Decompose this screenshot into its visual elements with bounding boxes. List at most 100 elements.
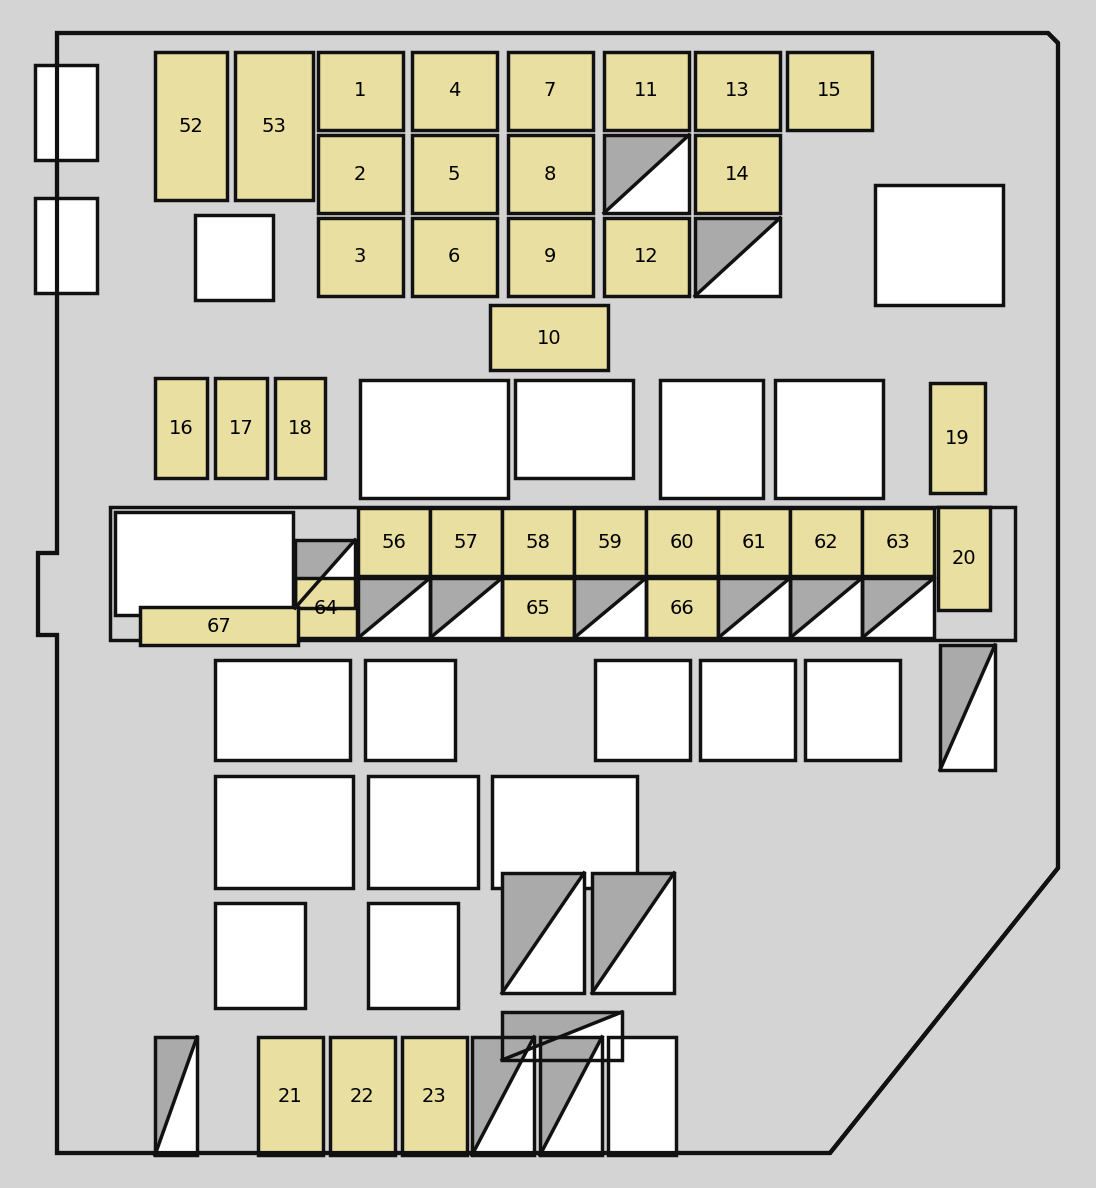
Bar bbox=[155, 378, 207, 478]
Text: 14: 14 bbox=[724, 164, 750, 183]
Polygon shape bbox=[295, 541, 355, 608]
Text: 21: 21 bbox=[277, 1087, 302, 1106]
Bar bbox=[318, 219, 403, 296]
Polygon shape bbox=[718, 579, 790, 638]
Polygon shape bbox=[540, 1037, 602, 1155]
Polygon shape bbox=[38, 33, 1058, 1154]
Text: 17: 17 bbox=[229, 418, 253, 437]
Polygon shape bbox=[940, 645, 995, 770]
Bar bbox=[330, 1037, 395, 1155]
Polygon shape bbox=[695, 219, 780, 296]
Text: 62: 62 bbox=[813, 532, 838, 551]
Bar bbox=[195, 215, 273, 301]
Text: 59: 59 bbox=[597, 532, 623, 551]
Bar bbox=[215, 776, 353, 887]
Bar bbox=[646, 579, 718, 638]
Bar bbox=[502, 873, 584, 993]
Polygon shape bbox=[574, 579, 646, 638]
Polygon shape bbox=[430, 579, 502, 638]
Bar bbox=[608, 1037, 676, 1155]
Bar bbox=[275, 378, 326, 478]
Bar bbox=[940, 645, 995, 770]
Bar bbox=[540, 1037, 602, 1155]
Bar bbox=[515, 380, 633, 478]
Bar bbox=[695, 52, 780, 129]
Text: 22: 22 bbox=[350, 1087, 375, 1106]
Text: 3: 3 bbox=[354, 247, 366, 266]
Polygon shape bbox=[592, 873, 674, 993]
Bar bbox=[787, 52, 872, 129]
Bar bbox=[402, 1037, 467, 1155]
Bar bbox=[604, 52, 689, 129]
Polygon shape bbox=[358, 579, 430, 638]
Polygon shape bbox=[790, 579, 861, 638]
Bar bbox=[861, 579, 934, 638]
Polygon shape bbox=[358, 579, 430, 638]
Text: 63: 63 bbox=[886, 532, 911, 551]
Bar bbox=[295, 579, 357, 638]
Bar bbox=[604, 135, 689, 213]
Bar bbox=[412, 219, 496, 296]
Bar bbox=[155, 52, 227, 200]
Bar bbox=[155, 1037, 197, 1155]
Polygon shape bbox=[604, 135, 689, 213]
Bar bbox=[35, 198, 98, 293]
Bar bbox=[110, 507, 1015, 640]
Bar bbox=[492, 776, 637, 887]
Polygon shape bbox=[155, 1037, 197, 1155]
Bar bbox=[490, 305, 608, 369]
Text: 53: 53 bbox=[262, 116, 286, 135]
Bar bbox=[295, 541, 355, 608]
Polygon shape bbox=[940, 645, 995, 770]
Bar bbox=[368, 776, 478, 887]
Polygon shape bbox=[502, 1012, 623, 1060]
Text: 5: 5 bbox=[448, 164, 460, 183]
Polygon shape bbox=[718, 579, 790, 638]
Bar bbox=[502, 579, 574, 638]
Polygon shape bbox=[502, 1012, 623, 1060]
Bar bbox=[574, 508, 646, 576]
Bar bbox=[861, 508, 934, 576]
Bar bbox=[215, 378, 267, 478]
Bar bbox=[412, 52, 496, 129]
Polygon shape bbox=[472, 1037, 534, 1155]
Text: 12: 12 bbox=[633, 247, 659, 266]
Text: 15: 15 bbox=[817, 82, 842, 101]
Text: 56: 56 bbox=[381, 532, 407, 551]
Text: 23: 23 bbox=[422, 1087, 446, 1106]
Polygon shape bbox=[540, 1037, 602, 1155]
Bar bbox=[115, 512, 293, 615]
Text: 18: 18 bbox=[287, 418, 312, 437]
Bar bbox=[700, 661, 795, 760]
Bar bbox=[358, 579, 430, 638]
Text: 9: 9 bbox=[544, 247, 556, 266]
Polygon shape bbox=[604, 135, 689, 213]
Bar bbox=[235, 52, 313, 200]
Text: 2: 2 bbox=[354, 164, 366, 183]
Text: 6: 6 bbox=[448, 247, 460, 266]
Text: 16: 16 bbox=[169, 418, 193, 437]
Bar bbox=[574, 579, 646, 638]
Bar bbox=[509, 52, 593, 129]
Bar bbox=[35, 65, 98, 160]
Text: 11: 11 bbox=[633, 82, 659, 101]
Polygon shape bbox=[155, 1037, 197, 1155]
Bar bbox=[215, 903, 305, 1007]
Bar bbox=[646, 508, 718, 576]
Polygon shape bbox=[790, 579, 861, 638]
Polygon shape bbox=[574, 579, 646, 638]
Bar bbox=[660, 380, 763, 498]
Bar bbox=[365, 661, 455, 760]
Bar bbox=[502, 508, 574, 576]
Bar bbox=[695, 135, 780, 213]
Bar bbox=[804, 661, 900, 760]
Bar bbox=[931, 383, 985, 493]
Bar bbox=[938, 507, 990, 609]
Bar bbox=[790, 579, 861, 638]
Text: 57: 57 bbox=[454, 532, 479, 551]
Bar bbox=[430, 508, 502, 576]
Bar bbox=[502, 1012, 623, 1060]
Text: 8: 8 bbox=[544, 164, 556, 183]
Bar bbox=[790, 508, 861, 576]
Polygon shape bbox=[861, 579, 934, 638]
